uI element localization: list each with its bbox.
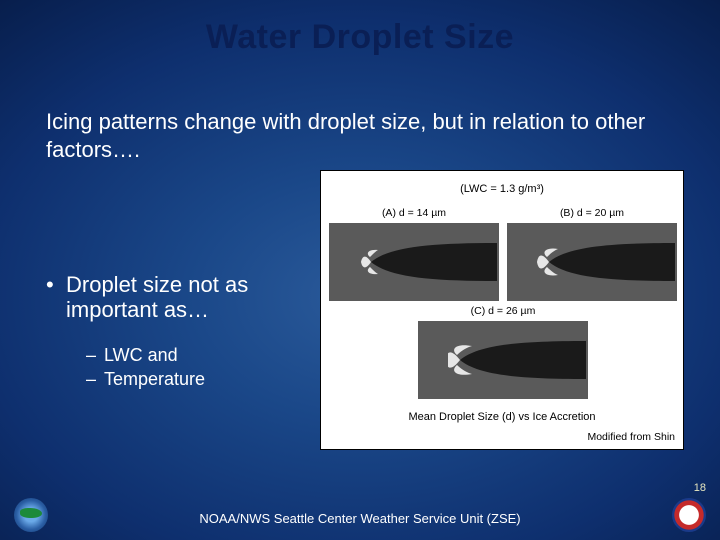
intro-text: Icing patterns change with droplet size,… <box>46 108 676 164</box>
panel-a-label: (A) d = 14 µm <box>329 207 499 219</box>
figure-panel-b: (B) d = 20 µm <box>507 223 677 301</box>
figure-lwc-label: (LWC = 1.3 g/m³) <box>321 183 683 195</box>
content-area: Icing patterns change with droplet size,… <box>46 108 680 164</box>
footer-text: NOAA/NWS Seattle Center Weather Service … <box>0 511 720 526</box>
figure-panel-a: (A) d = 14 µm <box>329 223 499 301</box>
subbullet-lwc: LWC and <box>86 343 326 367</box>
airfoil-c <box>448 335 586 385</box>
figure-credit: Modified from Shin <box>587 431 675 443</box>
bullet-list: Droplet size not as important as… LWC an… <box>46 272 326 391</box>
airfoil-b <box>537 237 675 287</box>
panel-c-label: (C) d = 26 µm <box>418 305 588 317</box>
subbullet-temperature: Temperature <box>86 367 326 391</box>
figure-caption: Mean Droplet Size (d) vs Ice Accretion <box>321 411 683 423</box>
nws-logo-icon <box>672 498 706 532</box>
slide-title: Water Droplet Size <box>0 0 720 57</box>
bullet-main: Droplet size not as important as… <box>46 272 326 323</box>
page-number: 18 <box>694 482 706 494</box>
ice-accretion-figure: (LWC = 1.3 g/m³) (A) d = 14 µm (B) d = 2… <box>320 170 684 450</box>
figure-panel-c: (C) d = 26 µm <box>418 321 588 399</box>
panel-b-label: (B) d = 20 µm <box>507 207 677 219</box>
airfoil-a <box>359 237 497 287</box>
noaa-logo-icon <box>14 498 48 532</box>
